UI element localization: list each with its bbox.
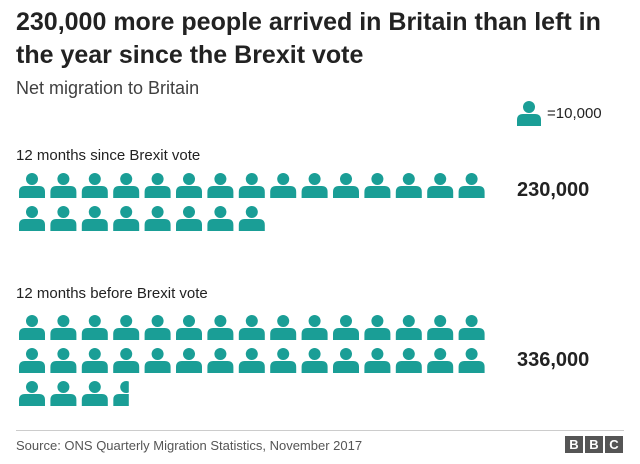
value-label-since-vote: 230,000: [517, 179, 590, 201]
person-icon: [113, 348, 140, 373]
person-icon: [19, 206, 45, 231]
person-icon: [238, 206, 265, 231]
person-icon: [395, 173, 422, 198]
person-icon: [458, 315, 485, 340]
person-icon: [270, 173, 297, 198]
category-label-before-vote: 12 months before Brexit vote: [16, 285, 208, 302]
bbc-logo-letter: B: [585, 436, 603, 453]
person-icon: [364, 173, 391, 198]
person-icon: [113, 206, 140, 231]
footer-divider: [16, 430, 624, 431]
person-icon: [144, 173, 171, 198]
person-icon: [81, 173, 108, 198]
source-note: Source: ONS Quarterly Migration Statisti…: [16, 438, 363, 453]
chart-subtitle: Net migration to Britain: [16, 78, 200, 98]
person-icon: [50, 315, 77, 340]
person-icon: [333, 348, 359, 373]
category-label-since-vote: 12 months since Brexit vote: [16, 147, 201, 164]
person-icon: [458, 348, 485, 373]
person-icon: [81, 381, 108, 406]
person-icon: [19, 381, 45, 406]
person-icon: [207, 348, 234, 373]
person-icon: [427, 348, 454, 373]
person-icon: [113, 381, 129, 406]
person-icon: [144, 348, 171, 373]
person-icon: [301, 173, 328, 198]
bbc-logo: B B C: [565, 436, 623, 453]
person-icon: [427, 315, 454, 340]
chart-title: 230,000 more people arrived in Britain t…: [16, 8, 601, 69]
person-icon: [238, 173, 265, 198]
person-icon: [207, 315, 234, 340]
person-icon: [144, 315, 171, 340]
bbc-logo-letter: C: [605, 436, 623, 453]
person-icon: [333, 315, 359, 340]
person-icon: [81, 348, 108, 373]
person-icon: [301, 315, 328, 340]
person-icon: [395, 348, 422, 373]
person-icon: [19, 315, 45, 340]
person-icon: [19, 173, 45, 198]
person-icon: [81, 315, 108, 340]
person-icon: [207, 173, 234, 198]
person-icon: [238, 348, 265, 373]
person-icon: [113, 173, 140, 198]
person-icon: [238, 315, 265, 340]
person-icon: [50, 348, 77, 373]
person-icon: [176, 315, 202, 340]
value-label-before-vote: 336,000: [517, 349, 590, 371]
person-icon: [333, 173, 359, 198]
person-icon: [427, 173, 454, 198]
person-icon: [395, 315, 422, 340]
person-icon: [176, 206, 202, 231]
person-icon: [144, 206, 171, 231]
person-icon: [364, 315, 391, 340]
person-icon: [270, 348, 297, 373]
person-icon: [364, 348, 391, 373]
person-icon: [81, 206, 108, 231]
person-icon: [50, 206, 77, 231]
person-icon: [50, 173, 77, 198]
person-icon: [207, 206, 234, 231]
person-icon: [301, 348, 328, 373]
person-icon: [458, 173, 485, 198]
person-icon: [176, 173, 202, 198]
person-icon: [50, 381, 77, 406]
person-icon: [270, 315, 297, 340]
person-icon: [19, 348, 45, 373]
person-icon: [176, 348, 202, 373]
bbc-logo-letter: B: [565, 436, 583, 453]
legend-person-icon: [517, 101, 541, 126]
legend-label: =10,000: [547, 105, 602, 122]
person-icon: [113, 315, 140, 340]
